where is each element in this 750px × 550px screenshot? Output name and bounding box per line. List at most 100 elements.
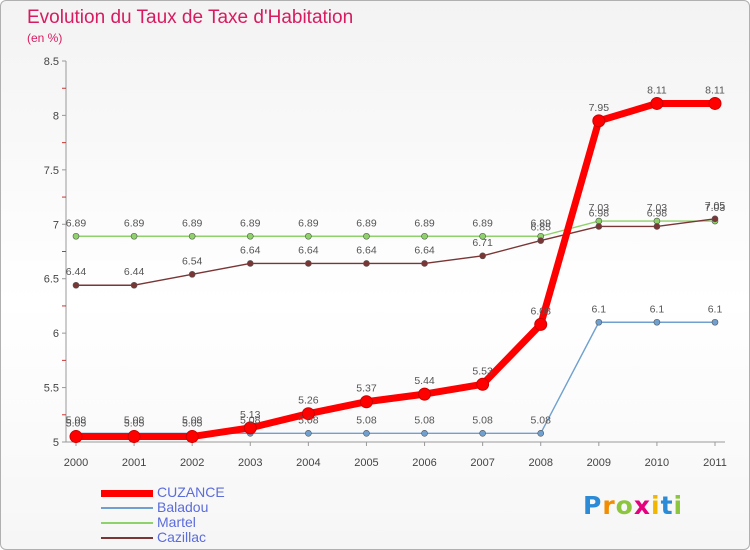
y-tick-label: 8.5 [44,56,59,68]
data-label: 8.11 [705,84,725,96]
data-point [595,223,603,230]
data-point [305,429,312,437]
legend-swatch [101,489,153,497]
series-martel [72,217,719,240]
data-point [592,114,606,128]
data-point [359,395,373,409]
data-point [305,260,312,267]
data-label: 6.89 [472,217,493,229]
data-label: 7.03 [705,202,726,214]
data-point [708,96,722,110]
data-label: 7.05 [705,200,726,212]
data-point [301,407,315,421]
data-label: 5.08 [66,414,87,426]
data-point [421,429,428,437]
data-label: 5.08 [414,414,435,426]
data-point [188,271,196,278]
series-line [76,99,715,441]
data-point [537,237,545,244]
data-label: 5.13 [240,409,261,421]
data-label: 5.08 [298,414,319,426]
data-point [711,215,719,223]
data-point [418,387,432,401]
data-label: 6.89 [124,217,145,229]
chart-title: Evolution du Taux de Taxe d'Habitation [27,7,354,28]
data-label: 6.89 [182,217,203,229]
y-tick-label: 5 [53,437,59,449]
data-label: 6.89 [240,217,261,229]
legend-label: Baladou [157,499,209,515]
data-label: 8.11 [647,84,667,96]
y-tick-label: 5.5 [44,383,59,395]
data-label: 6.89 [298,217,319,229]
data-label: 6.98 [589,207,610,219]
data-point [130,232,138,240]
x-tick-label: 2010 [645,457,669,469]
data-label: 5.44 [414,375,435,387]
x-tick-label: 2001 [122,457,146,469]
data-label: 6.1 [708,303,723,315]
series-cazillac [72,215,719,289]
data-label: 5.08 [531,414,552,426]
data-label: 6.89 [531,217,552,229]
y-tick-label: 7 [53,219,59,231]
x-tick-label: 2009 [587,457,611,469]
data-point [127,430,141,444]
x-tick-label: 2004 [296,457,320,469]
data-label: 6.1 [592,303,607,315]
data-point [421,232,428,240]
data-point [243,421,257,435]
data-labels-layer: 6.89 6.89 6.89 6.89 6.89 6.89 6.89 6.89 6.89 7.03… [66,84,726,429]
series-line [76,218,716,286]
data-point [72,232,80,240]
data-label: 6.64 [414,244,435,256]
data-point [185,430,199,444]
data-label: 5.53 [472,365,493,377]
data-point [305,232,312,240]
data-point [479,252,486,260]
data-label: 5.08 [124,414,145,426]
series-cuzance [69,96,722,444]
x-tick-label: 2000 [64,457,88,469]
data-label: 7.03 [589,202,610,214]
data-label: 6.44 [66,266,87,278]
data-label: 6.89 [414,217,435,229]
data-point [479,232,486,240]
x-tick-label: 2005 [354,457,378,469]
data-label: 6.64 [240,244,261,256]
data-point [363,232,370,240]
data-point [69,430,83,444]
data-point [72,281,80,289]
data-label: 5.05 [182,418,203,430]
data-label: 6.85 [531,222,552,234]
x-tick-label: 2006 [412,457,436,469]
data-label: 6.89 [356,217,377,229]
x-tick-label: 2011 [703,457,727,469]
data-point [653,318,661,326]
data-point [537,429,545,437]
data-label: 7.03 [647,202,668,214]
data-point [650,96,664,110]
data-label: 6.64 [298,244,319,256]
data-label: 6.44 [124,266,145,278]
data-label: 6.54 [182,255,203,267]
legend-label: Cazillac [157,529,207,545]
data-label: 5.08 [356,414,377,426]
data-point [479,429,486,437]
y-tick-label: 7.5 [44,165,59,177]
legend-swatch [101,522,153,524]
series-line [76,220,715,237]
data-point [421,260,428,267]
data-point [130,281,138,289]
x-tick-label: 2007 [470,457,494,469]
data-point [476,377,490,391]
data-point [653,223,661,230]
series-line [76,321,715,434]
data-label: 6.64 [356,244,377,256]
data-point [595,318,603,326]
data-point [534,317,548,331]
data-label: 5.26 [298,395,319,407]
x-tick-label: 2002 [180,457,204,469]
